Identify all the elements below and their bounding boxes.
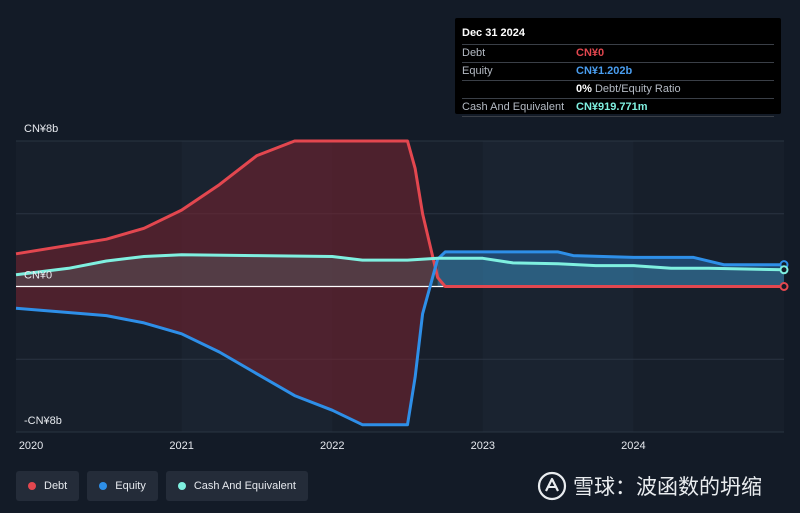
end-point-debt	[779, 282, 789, 291]
tooltip-label: Equity	[462, 65, 493, 77]
x-tick-label: 2023	[471, 440, 495, 452]
equity-dot-icon	[99, 482, 108, 490]
legend-item-debt[interactable]: Debt	[16, 471, 80, 501]
watermark: 雪球：波函数的坍缩	[537, 468, 762, 504]
series-line-debt	[15, 139, 784, 288]
legend-label: Debt	[44, 480, 68, 492]
x-tick-label: 2024	[621, 440, 645, 452]
y-tick-label: CN¥8b	[24, 123, 58, 135]
tooltip-value: CN¥0	[576, 47, 605, 59]
cash-dot-icon	[177, 482, 186, 490]
snowball-logo-icon	[537, 471, 567, 501]
tooltip: Dec 31 2024 Debt CN¥0 Equity CN¥1.202b 0…	[455, 18, 781, 117]
tooltip-value: 0%	[576, 83, 592, 95]
legend-item-cash[interactable]: Cash And Equivalent	[165, 471, 308, 501]
legend-label: Cash And Equivalent	[193, 480, 296, 492]
y-tick-label: -CN¥8b	[24, 415, 62, 427]
equity-area	[437, 251, 784, 287]
tooltip-label	[462, 81, 576, 98]
y-tick-label: CN¥0	[24, 270, 52, 282]
x-tick-label: 2022	[320, 440, 344, 452]
tooltip-label: Debt	[462, 47, 486, 59]
legend: Debt Equity Cash And Equivalent	[16, 471, 308, 501]
series-line-cash	[15, 253, 785, 277]
end-point-cash	[779, 265, 789, 275]
tooltip-date: Dec 31 2024	[462, 24, 774, 45]
tooltip-value: CN¥919.771m	[576, 101, 648, 113]
tooltip-sub: Debt/Equity Ratio	[594, 83, 681, 95]
debt-equity-area	[16, 141, 441, 425]
tooltip-row-debt: Debt CN¥0	[462, 45, 774, 63]
legend-label: Equity	[115, 480, 146, 492]
watermark-text: 雪球：波函数的坍缩	[573, 475, 762, 499]
cash-area	[16, 254, 784, 287]
debt-dot-icon	[28, 482, 36, 490]
tooltip-row-cash: Cash And Equivalent CN¥919.771m	[462, 99, 774, 117]
x-tick-label: 2020	[19, 440, 43, 452]
tooltip-value: CN¥1.202b	[576, 65, 633, 77]
tooltip-row-equity: Equity CN¥1.202b	[462, 63, 774, 81]
x-tick-label: 2021	[169, 440, 193, 452]
series-line-equity	[15, 250, 784, 427]
legend-item-equity[interactable]: Equity	[87, 471, 158, 501]
tooltip-row-ratio: 0% Debt/Equity Ratio	[462, 81, 774, 99]
tooltip-label: Cash And Equivalent	[462, 101, 565, 113]
